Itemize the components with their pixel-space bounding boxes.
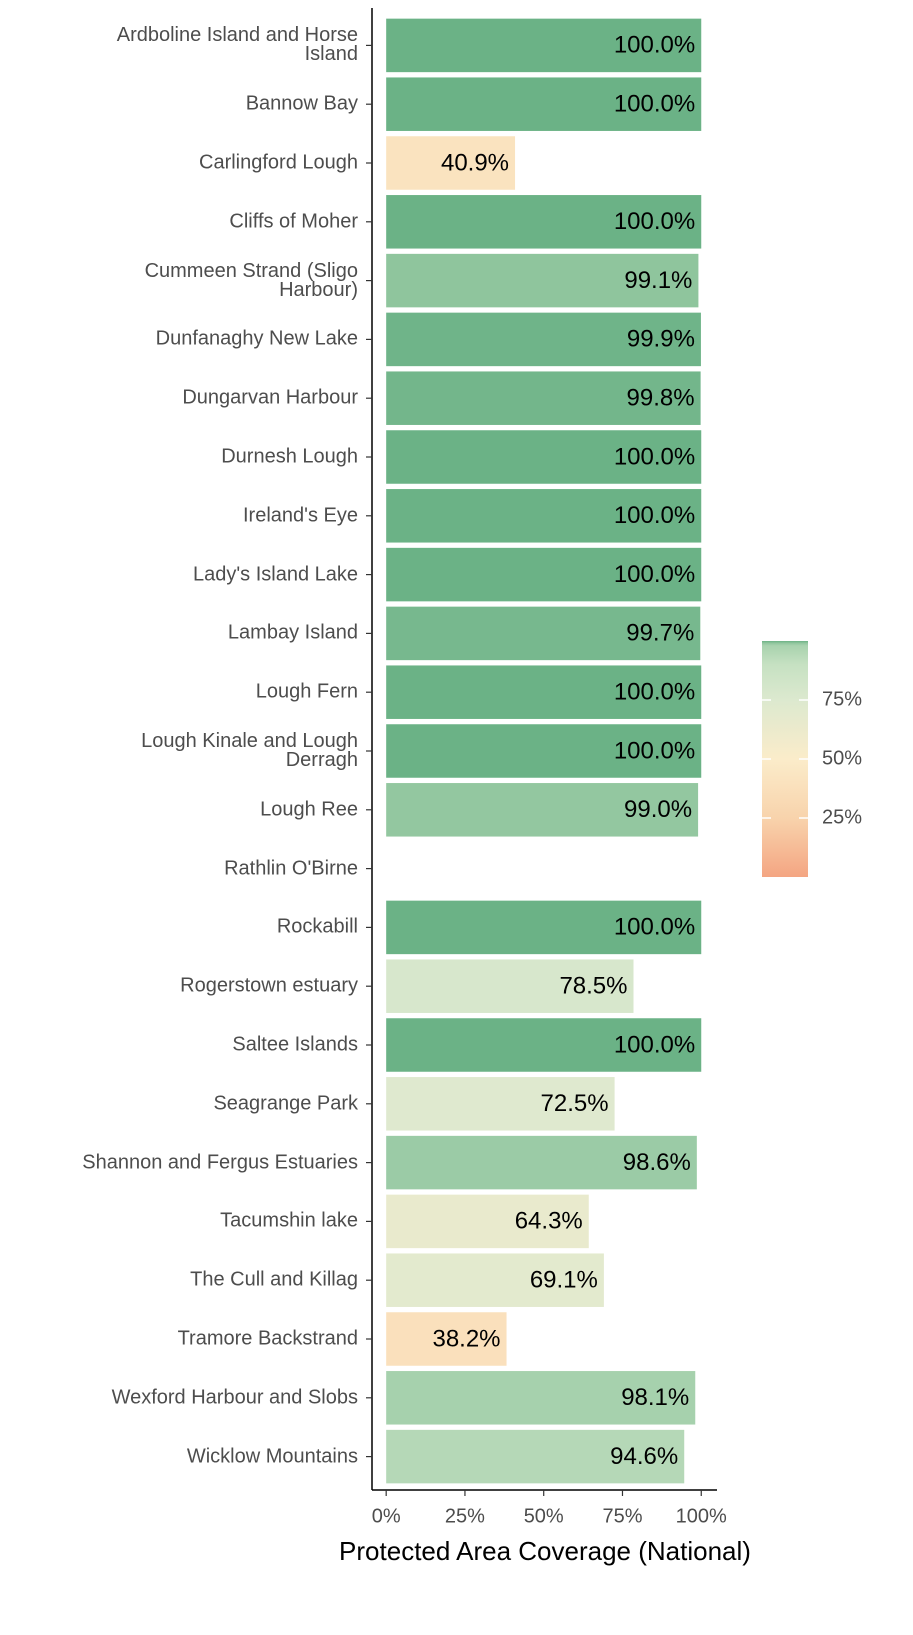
bar <box>386 606 701 661</box>
value-label: 100.0% <box>614 737 695 764</box>
value-label: 78.5% <box>559 973 627 1000</box>
bar <box>386 783 699 837</box>
bar <box>386 77 702 131</box>
value-label: 99.0% <box>624 796 692 823</box>
value-label: 99.7% <box>626 620 694 647</box>
bar <box>386 724 702 778</box>
value-label: 100.0% <box>614 32 695 59</box>
y-tick-label: Rockabill <box>276 915 358 938</box>
bar <box>386 489 702 543</box>
value-label: 99.9% <box>627 326 695 353</box>
y-tick-label: Lough Kinale and Lough Derragh <box>141 730 358 771</box>
legend-label: 50% <box>822 747 862 769</box>
bar <box>386 1371 696 1425</box>
value-label: 38.2% <box>432 1325 500 1352</box>
bar <box>386 1312 507 1366</box>
bar <box>386 1429 685 1484</box>
bar <box>386 430 702 484</box>
y-tick-label: Rathlin O'Birne <box>224 857 358 880</box>
bar <box>386 18 702 73</box>
y-tick-label: Shannon and Fergus Estuaries <box>82 1151 358 1174</box>
x-tick-label: 100% <box>676 1505 727 1527</box>
value-label: 100.0% <box>614 1031 695 1058</box>
bar <box>386 195 702 249</box>
value-label: 100.0% <box>614 502 695 529</box>
value-label: 99.1% <box>624 267 692 294</box>
x-tick-label: 75% <box>602 1505 642 1527</box>
y-tick-label: Bannow Bay <box>245 92 358 115</box>
bar <box>386 371 701 425</box>
bar <box>386 253 699 308</box>
value-label: 100.0% <box>614 91 695 118</box>
bar <box>386 900 702 955</box>
y-tick-label: Saltee Islands <box>232 1033 358 1056</box>
y-tick-label: Lough Ree <box>260 798 358 821</box>
value-label: 72.5% <box>541 1090 609 1117</box>
y-tick-label: Wicklow Mountains <box>186 1445 358 1468</box>
y-tick-label: Carlingford Lough <box>199 151 358 174</box>
bar <box>386 1018 702 1072</box>
y-tick-label: Cummeen Strand (Sligo Harbour) <box>144 259 358 301</box>
value-label: 98.1% <box>621 1384 689 1411</box>
bar <box>386 136 516 190</box>
y-tick-label: Ardboline Island and Horse Island <box>116 24 358 66</box>
bar <box>386 959 634 1013</box>
y-tick-label: Wexford Harbour and Slobs <box>111 1386 358 1409</box>
value-label: 100.0% <box>614 208 695 235</box>
y-tick-label: Ireland's Eye <box>243 504 358 527</box>
value-label: 64.3% <box>515 1208 583 1235</box>
legend-label: 25% <box>822 806 862 828</box>
y-tick-label: Tacumshin lake <box>220 1209 358 1232</box>
x-axis-title: Protected Area Coverage (National) <box>339 1536 751 1566</box>
bar <box>386 665 702 719</box>
y-tick-label: Durnesh Lough <box>221 445 358 468</box>
y-tick-label: Cliffs of Moher <box>229 210 358 233</box>
y-tick-label: Dungarvan Harbour <box>182 386 358 409</box>
bar <box>386 312 701 367</box>
y-tick-label: Lough Fern <box>255 680 358 703</box>
y-tick-label: Dunfanaghy New Lake <box>155 327 358 350</box>
y-tick-label: Lady's Island Lake <box>192 563 358 586</box>
x-tick-label: 50% <box>524 1505 564 1527</box>
value-label: 100.0% <box>614 561 695 588</box>
x-tick-label: 0% <box>372 1505 401 1527</box>
value-label: 94.6% <box>610 1443 678 1470</box>
bar <box>386 1253 604 1307</box>
bar <box>386 1077 615 1131</box>
value-label: 100.0% <box>614 679 695 706</box>
bar <box>386 1135 697 1190</box>
y-tick-label: Lambay Island <box>227 621 358 644</box>
legend-label: 75% <box>822 688 862 710</box>
value-label: 98.6% <box>623 1149 691 1176</box>
value-label: 99.8% <box>627 385 695 412</box>
value-label: 100.0% <box>614 914 695 941</box>
y-tick-label: Rogerstown estuary <box>180 974 358 997</box>
value-label: 100.0% <box>614 443 695 470</box>
bar <box>386 1194 589 1249</box>
x-tick-label: 25% <box>445 1505 485 1527</box>
y-tick-label: Tramore Backstrand <box>177 1327 358 1350</box>
value-label: 69.1% <box>530 1267 598 1294</box>
y-tick-label: Seagrange Park <box>213 1092 358 1115</box>
y-tick-label: The Cull and Killag <box>190 1268 358 1291</box>
bar <box>386 547 702 602</box>
value-label: 40.9% <box>441 149 509 176</box>
